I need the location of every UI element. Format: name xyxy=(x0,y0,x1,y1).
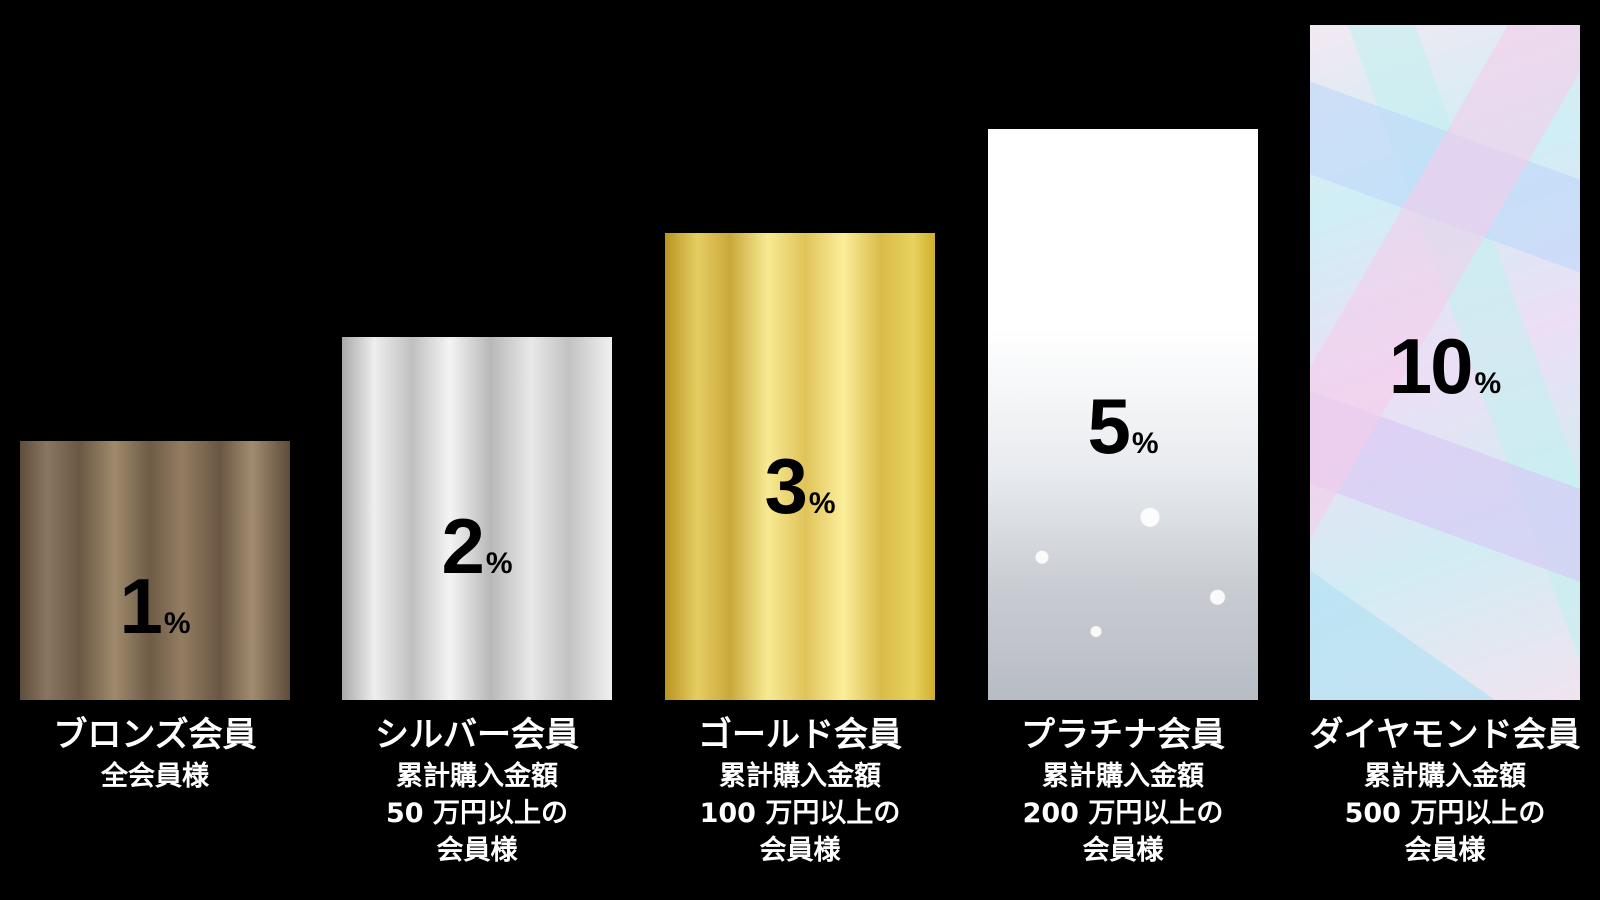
tier-name: ブロンズ会員 xyxy=(53,715,257,755)
bar-gold: 3% xyxy=(665,233,935,700)
tier-label: シルバー会員累計購入金額 50 万円以上の 会員様 xyxy=(317,712,637,869)
tier-condition-line: 累計購入金額 xyxy=(1042,761,1204,792)
tier-label: ブロンズ会員全会員様 xyxy=(0,712,315,795)
data-label-value: 3 xyxy=(764,441,807,530)
tier-name: シルバー会員 xyxy=(375,715,579,755)
bar-bronze: 1% xyxy=(20,441,290,700)
data-label: 10% xyxy=(1310,321,1580,412)
data-label-unit: % xyxy=(1131,426,1159,460)
tier-condition-line: 累計購入金額 xyxy=(1364,761,1526,792)
tier-condition-line: 50 万円以上の xyxy=(386,798,568,829)
tier-name: ゴールド会員 xyxy=(698,715,902,755)
data-label: 3% xyxy=(665,441,935,532)
data-label-unit: % xyxy=(163,606,191,640)
data-label: 5% xyxy=(988,381,1258,472)
bar-platinum: 5% xyxy=(988,129,1258,700)
tier-condition-line: 会員様 xyxy=(759,835,841,866)
data-label-value: 5 xyxy=(1087,381,1130,470)
bar-diamond: 10% xyxy=(1310,25,1580,700)
tier-condition-line: 累計購入金額 xyxy=(719,761,881,792)
data-label-value: 1 xyxy=(119,561,162,650)
tier-name: プラチナ会員 xyxy=(1021,715,1225,755)
tier-condition-line: 100 万円以上の xyxy=(699,798,901,829)
tier-label: プラチナ会員累計購入金額 200 万円以上の 会員様 xyxy=(963,712,1283,869)
tier-label: ゴールド会員累計購入金額 100 万円以上の 会員様 xyxy=(640,712,960,869)
tier-condition-line: 会員様 xyxy=(1404,835,1486,866)
data-label-value: 10 xyxy=(1388,321,1474,410)
data-label-unit: % xyxy=(485,546,513,580)
data-label: 2% xyxy=(342,501,612,592)
bar-silver: 2% xyxy=(342,337,612,700)
data-label-unit: % xyxy=(1474,366,1502,400)
tier-condition-line: 累計購入金額 xyxy=(396,761,558,792)
tier-condition-line: 500 万円以上の xyxy=(1344,798,1546,829)
data-label: 1% xyxy=(20,561,290,652)
tier-condition-line: 200 万円以上の xyxy=(1022,798,1224,829)
data-label-value: 2 xyxy=(441,501,484,590)
tier-condition-line: 全会員様 xyxy=(101,761,209,792)
tier-condition-line: 会員様 xyxy=(1082,835,1164,866)
tier-name: ダイヤモンド会員 xyxy=(1309,715,1581,755)
tier-label: ダイヤモンド会員累計購入金額 500 万円以上の 会員様 xyxy=(1285,712,1600,869)
data-label-unit: % xyxy=(808,486,836,520)
tier-condition-line: 会員様 xyxy=(436,835,518,866)
